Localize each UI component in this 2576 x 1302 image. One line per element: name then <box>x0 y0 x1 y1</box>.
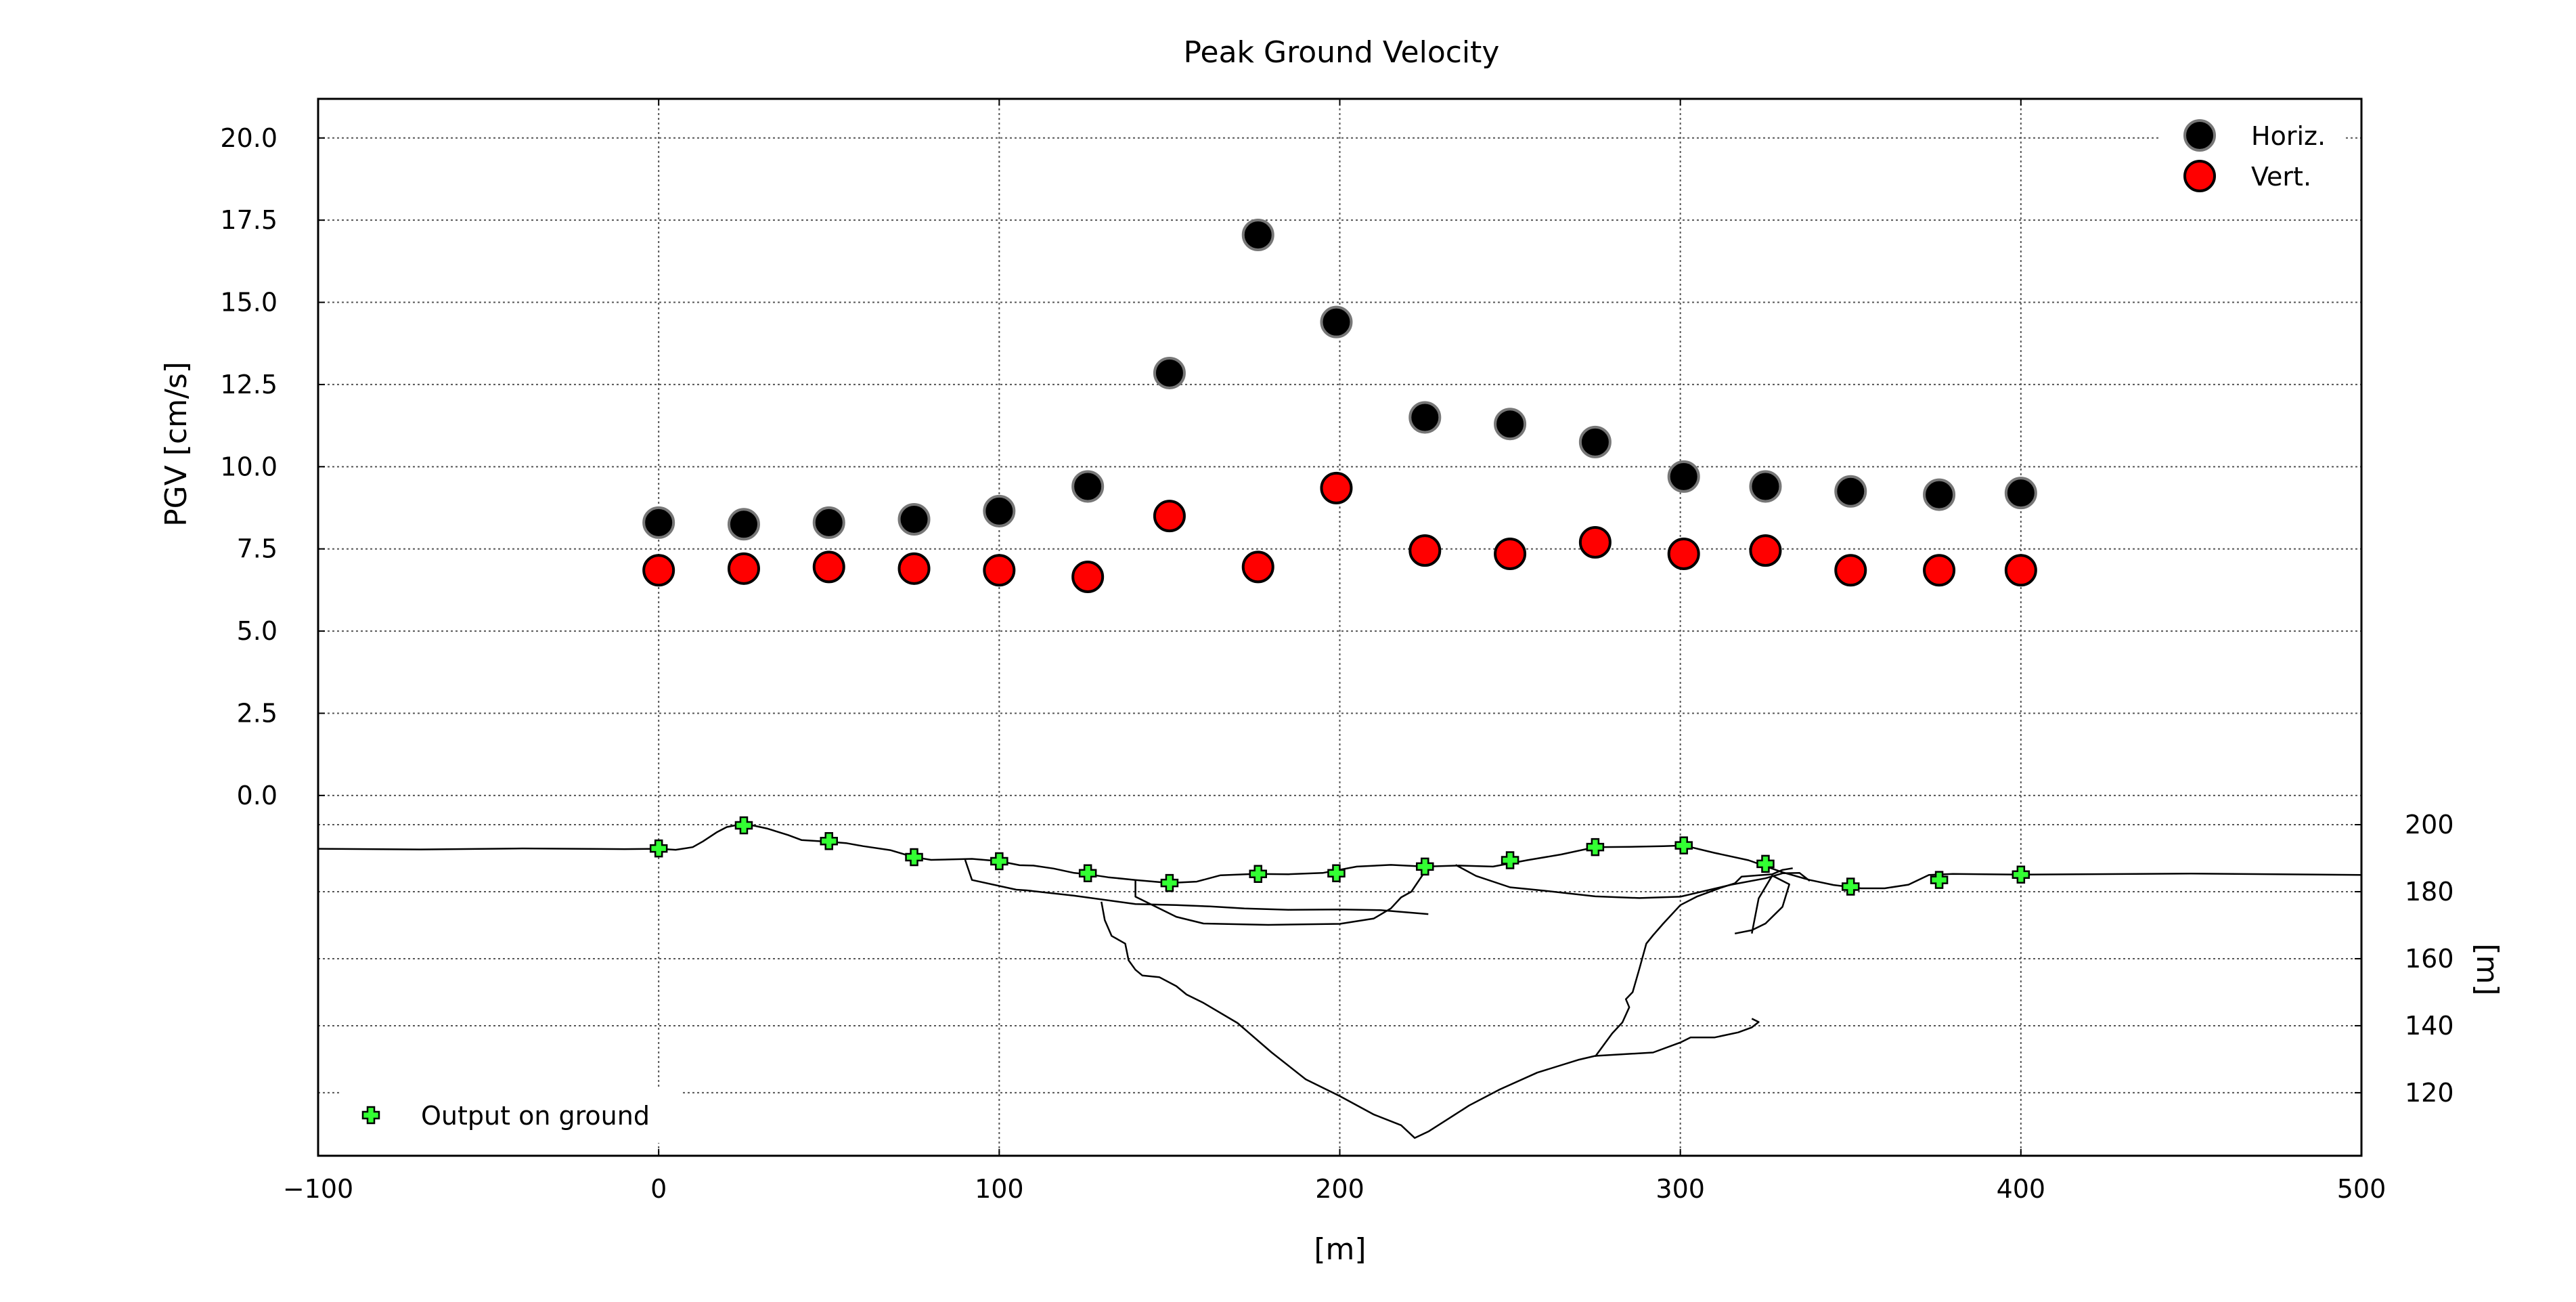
vert-point <box>642 554 675 587</box>
axes: −100 0 100 200 300 400 500 0.0 2.5 5.0 7.5 10.0 12.5… <box>220 97 2454 1204</box>
vert-point <box>727 552 760 585</box>
x-tick-label: −100 <box>283 1174 353 1204</box>
horiz-point <box>1923 478 1956 511</box>
y2-tick-label: 140 <box>2405 1011 2454 1041</box>
horiz-point <box>1667 460 1700 493</box>
horiz-point <box>1749 470 1782 503</box>
y2-axis-label: [m] <box>2470 943 2504 995</box>
y-tick-label: 10.0 <box>220 452 277 481</box>
horiz-point <box>642 506 675 539</box>
ground-output-marker <box>649 839 668 858</box>
y2-tick-label: 160 <box>2405 944 2454 974</box>
horiz-point <box>1578 425 1612 458</box>
legend-horiz-marker <box>2183 119 2216 152</box>
subsurface-boundary-line <box>1594 867 1793 1058</box>
vert-point <box>1578 525 1612 559</box>
y-tick-label: 0.0 <box>237 781 277 810</box>
ground-output-marker <box>1327 864 1346 883</box>
ground-output-marker <box>1586 838 1605 856</box>
ground-output-marker <box>1249 865 1267 883</box>
data-markers <box>642 219 2037 896</box>
horiz-point <box>812 506 845 539</box>
x-tick-label: 100 <box>975 1174 1024 1204</box>
horiz-point <box>1153 356 1186 389</box>
horiz-point <box>1241 219 1274 252</box>
x-tick-label: 300 <box>1656 1174 1705 1204</box>
ground-output-marker <box>905 848 923 867</box>
vert-point <box>1923 554 1956 587</box>
ground-output-marker <box>734 816 753 835</box>
ground-output-marker <box>1756 854 1775 873</box>
subsurface-boundary-line <box>1101 901 1760 1139</box>
horiz-point <box>1494 408 1527 441</box>
ground-output-marker <box>1160 873 1179 892</box>
horiz-point <box>1408 401 1442 434</box>
vert-point <box>1749 534 1782 567</box>
legend-vert-marker <box>2183 160 2216 192</box>
y-tick-label: 20.0 <box>220 123 277 153</box>
subsurface-boundary-line <box>1134 866 1429 926</box>
ground-output-marker <box>2012 865 2030 884</box>
vert-point <box>1408 534 1442 567</box>
vert-point <box>1494 537 1527 570</box>
horiz-point <box>1071 470 1105 503</box>
y-tick-label: 5.0 <box>237 616 277 646</box>
horiz-point <box>727 508 760 541</box>
y2-tick-label: 200 <box>2405 810 2454 840</box>
vert-point <box>897 552 931 585</box>
horiz-point <box>897 503 931 536</box>
plot-frame <box>317 97 2363 1157</box>
y-tick-label: 17.5 <box>220 205 277 235</box>
ground-output-marker <box>1416 857 1434 876</box>
ground-output-marker <box>1842 877 1860 896</box>
horiz-point <box>2004 477 2037 510</box>
vert-point <box>1834 554 1867 587</box>
x-tick-label: 400 <box>1997 1174 2046 1204</box>
ground-output-marker <box>820 832 838 850</box>
ground-output-marker <box>1674 836 1693 854</box>
y-tick-label: 15.0 <box>220 288 277 318</box>
ground-output-marker <box>1078 864 1097 883</box>
ground-legend-box <box>342 1089 680 1143</box>
y2-tick-label: 120 <box>2405 1078 2454 1108</box>
legend-ground-label: Output on ground <box>421 1101 650 1131</box>
ground-output-marker <box>1501 851 1519 869</box>
subsurface-boundary-line <box>1455 864 1811 899</box>
ground-output-marker <box>1930 871 1949 889</box>
vert-point <box>1320 471 1353 504</box>
subsurface-boundary-line <box>1734 874 1790 935</box>
legends: Horiz. Vert. Output on ground <box>342 112 2345 1143</box>
vert-point <box>812 550 845 584</box>
horiz-point <box>1834 475 1867 508</box>
y-tick-label: 12.5 <box>220 370 277 399</box>
vert-point <box>1241 550 1274 584</box>
vert-point <box>1153 500 1186 533</box>
y-tick-label: 2.5 <box>237 698 277 728</box>
vert-point <box>1667 537 1700 570</box>
vert-point <box>983 554 1016 587</box>
y-axis-label: PGV [cm/s] <box>159 362 194 527</box>
vert-point <box>2004 554 2037 587</box>
x-tick-label: 200 <box>1315 1174 1364 1204</box>
subsurface-boundary-line <box>964 859 1429 915</box>
x-tick-label: 500 <box>2337 1174 2386 1204</box>
x-axis-label: [m] <box>1314 1232 1366 1267</box>
grid-lines <box>318 99 2361 1156</box>
y-tick-label: 7.5 <box>237 534 277 564</box>
x-tick-label: 0 <box>650 1174 667 1204</box>
legend-ground-marker <box>361 1106 380 1125</box>
ground-output-marker <box>990 852 1008 871</box>
horiz-point <box>983 494 1016 527</box>
legend-horiz-label: Horiz. <box>2251 121 2326 151</box>
chart-title: Peak Ground Velocity <box>1184 35 1500 70</box>
horiz-point <box>1320 305 1353 339</box>
y2-tick-label: 180 <box>2405 877 2454 907</box>
legend-vert-label: Vert. <box>2251 162 2311 192</box>
vert-point <box>1071 560 1105 593</box>
